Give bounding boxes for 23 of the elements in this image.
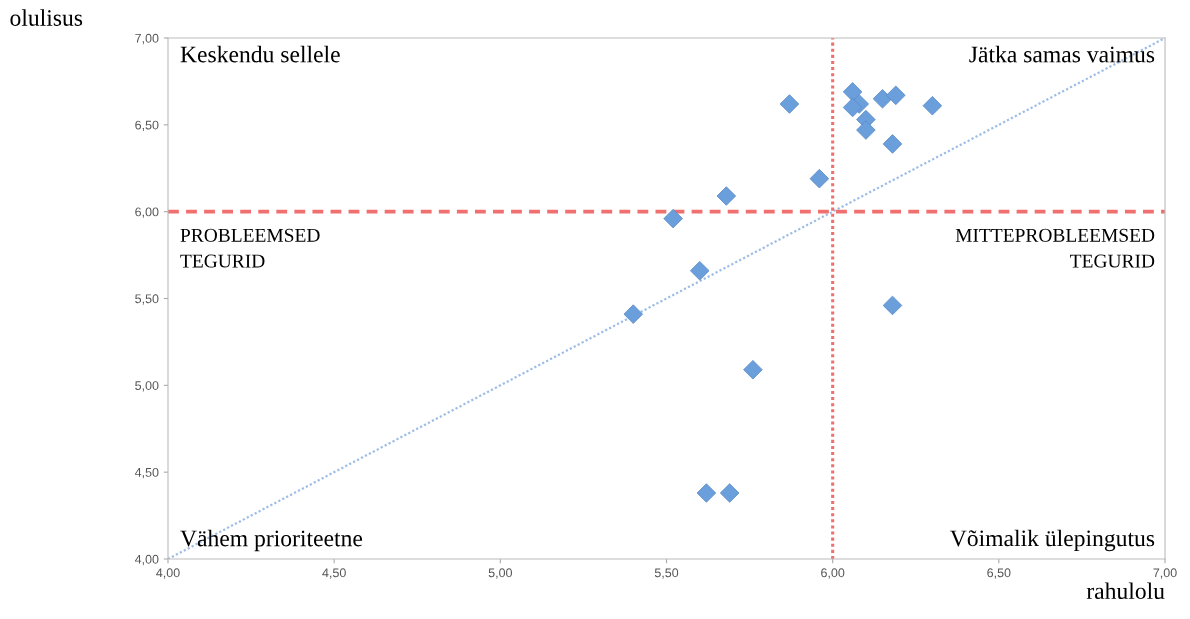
annotation: Võimalik ülepingutus — [950, 529, 1155, 552]
y-axis-title: olulisus — [10, 9, 83, 26]
y-tick-label: 5,00 — [135, 381, 159, 392]
annotation: MITTEPROBLEEMSED TEGURID — [955, 228, 1155, 268]
y-tick-label: 4,00 — [134, 554, 159, 566]
y-tick-label: 4,50 — [134, 467, 159, 479]
y-tick-label: 7,00 — [135, 33, 159, 45]
x-tick-label: 7,00 — [1153, 568, 1177, 579]
x-axis-title: rahulolu — [1086, 582, 1165, 600]
annotation: Vähem prioriteetne — [180, 529, 363, 552]
x-tick-label: 5,00 — [488, 568, 513, 579]
x-tick-label: 4,00 — [156, 568, 180, 579]
x-tick-label: 6,50 — [987, 568, 1011, 579]
point — [856, 120, 876, 140]
annotation: PROBLEEMSED TEGURID — [180, 228, 320, 268]
x-tick-label: 4,50 — [322, 568, 346, 579]
y-tick-label: 5,50 — [135, 294, 159, 305]
annotation: Keskendu sellele — [180, 45, 340, 63]
x-tick-label: 5,50 — [654, 568, 679, 579]
y-tick-label: 6,50 — [135, 120, 159, 131]
annotation: Jätka samas vaimus — [969, 45, 1155, 63]
x-tick-label: 6,00 — [821, 568, 845, 579]
y-tick-label: 6,00 — [135, 207, 159, 218]
